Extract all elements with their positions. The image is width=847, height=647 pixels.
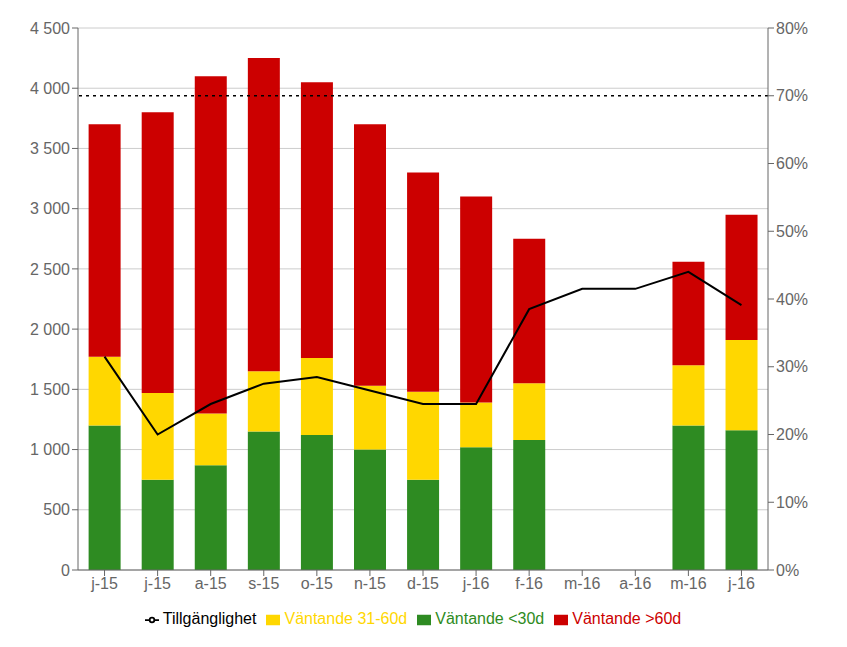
svg-text:1 000: 1 000 [30, 441, 70, 458]
svg-text:1 500: 1 500 [30, 381, 70, 398]
svg-text:30%: 30% [776, 358, 808, 375]
svg-text:500: 500 [43, 501, 70, 518]
svg-text:60%: 60% [776, 155, 808, 172]
svg-text:2 000: 2 000 [30, 321, 70, 338]
svg-text:4 000: 4 000 [30, 80, 70, 97]
svg-text:10%: 10% [776, 494, 808, 511]
svg-text:a-16: a-16 [619, 575, 651, 592]
html-text:Väntande >60d: Väntande >60d [572, 610, 682, 627]
svg-text:70%: 70% [776, 87, 808, 104]
svg-text:d-15: d-15 [407, 575, 439, 592]
html-text:Väntande 31-60d: Väntande 31-60d [284, 610, 408, 627]
svg-text:j-16: j-16 [462, 575, 490, 592]
svg-text:3 500: 3 500 [30, 140, 70, 157]
svg-text:j-15: j-15 [143, 575, 171, 592]
svg-text:o-15: o-15 [301, 575, 333, 592]
svg-text:80%: 80% [776, 20, 808, 37]
svg-text:0%: 0% [776, 562, 799, 579]
svg-text:s-15: s-15 [248, 575, 279, 592]
svg-text:j-16: j-16 [727, 575, 755, 592]
svg-text:4 500: 4 500 [30, 20, 70, 37]
svg-text:50%: 50% [776, 223, 808, 240]
svg-text:m-16: m-16 [564, 575, 601, 592]
svg-text:a-15: a-15 [195, 575, 227, 592]
svg-text:2 500: 2 500 [30, 261, 70, 278]
svg-text:3 000: 3 000 [30, 200, 70, 217]
svg-text:20%: 20% [776, 426, 808, 443]
html-text:Tillgänglighet: Tillgänglighet [162, 610, 257, 627]
svg-text:f-16: f-16 [515, 575, 543, 592]
svg-text:m-16: m-16 [670, 575, 707, 592]
svg-text:n-15: n-15 [354, 575, 386, 592]
svg-text:j-15: j-15 [90, 575, 118, 592]
html-text:Väntande <30d: Väntande <30d [435, 610, 545, 627]
svg-text:0: 0 [61, 562, 70, 579]
svg-text:40%: 40% [776, 291, 808, 308]
